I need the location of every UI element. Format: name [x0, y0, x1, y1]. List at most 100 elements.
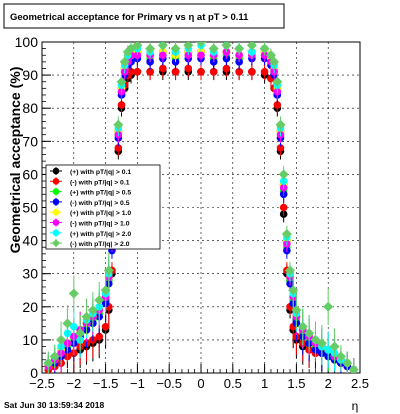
data-point [101, 322, 110, 331]
data-point [133, 67, 142, 76]
x-tick-label: 2.5 [351, 376, 369, 391]
data-point [316, 338, 327, 349]
series-8 [43, 42, 359, 373]
legend-marker [52, 219, 60, 226]
y-tick-label: 70 [22, 133, 38, 149]
data-point [209, 67, 218, 76]
legend-label: (-) with pT/|q| > 0.5 [70, 200, 130, 207]
data-point [62, 318, 73, 329]
legend-label: (+) with pT/|q| > 0.5 [70, 190, 131, 197]
x-tick-label: 0.5 [224, 376, 242, 391]
y-axis-label: Geometrical acceptance (%) [7, 67, 23, 254]
data-point [197, 51, 205, 60]
legend-label: (+) with pT/|q| > 0.1 [70, 169, 131, 176]
data-point [248, 67, 256, 76]
legend-entry: (-) with pT/|q| > 0.5 [50, 197, 130, 207]
data-point [291, 305, 302, 316]
data-point [278, 169, 289, 180]
data-point [196, 42, 206, 47]
data-point [145, 43, 156, 54]
legend-label: (+) with pT/|q| > 1.0 [70, 210, 131, 217]
data-point [114, 144, 123, 152]
data-point [43, 358, 54, 369]
data-point [159, 51, 167, 60]
data-point [159, 64, 167, 73]
legend-label: (+) with pT/|q| > 2.0 [70, 231, 131, 238]
legend: (+) with pT/|q| > 0.1 (-) with pT/|q| > 0… [45, 164, 161, 250]
x-axis-label: η [352, 399, 359, 413]
data-point [75, 328, 86, 339]
data-point [171, 67, 180, 76]
data-point [70, 322, 78, 331]
data-point [184, 64, 193, 73]
legend-entry: (+) with pT/|q| > 2.0 [50, 228, 131, 238]
x-tick-label: −1 [130, 376, 145, 391]
legend-marker [52, 167, 60, 175]
data-point [276, 144, 285, 152]
data-point [273, 101, 282, 109]
legend-entry: (+) with pT/|q| > 0.5 [50, 187, 131, 197]
x-tick-label: 1.5 [287, 376, 305, 391]
data-point [117, 101, 126, 109]
data-point [100, 285, 111, 296]
data-point [259, 43, 270, 54]
y-tick-label: 20 [22, 299, 38, 315]
y-tick-label: 40 [22, 233, 38, 249]
data-point [68, 288, 79, 299]
legend-marker [52, 178, 60, 185]
y-tick-label: 100 [15, 34, 39, 50]
legend-entry: (+) with pT/|q| > 1.0 [50, 208, 131, 217]
legend-entry: (-) with pT/|q| > 2.0 [50, 239, 130, 248]
data-point [234, 43, 245, 54]
data-point [49, 351, 60, 362]
legend-marker [52, 239, 60, 248]
data-point [94, 295, 105, 306]
legend-marker [52, 229, 60, 237]
data-point [197, 67, 205, 76]
legend-marker [52, 198, 60, 206]
data-point [116, 76, 127, 87]
legend-box [45, 164, 161, 250]
data-point [246, 42, 257, 51]
data-point [288, 285, 299, 296]
y-tick-label: 0 [30, 365, 38, 381]
y-tick-label: 80 [22, 100, 38, 116]
data-point [235, 67, 243, 76]
data-point [275, 119, 286, 130]
data-point [285, 265, 296, 276]
data-point [157, 42, 168, 51]
data-point [113, 119, 124, 130]
y-tick-label: 10 [22, 332, 38, 348]
y-tick-label: 30 [22, 266, 38, 282]
legend-label: (-) with pT/|q| > 1.0 [70, 221, 130, 228]
data-point [297, 321, 308, 332]
legend-entry: (-) with pT/|q| > 0.1 [50, 177, 130, 186]
data-point [260, 67, 269, 76]
y-tick-label: 90 [22, 67, 38, 83]
data-point [221, 42, 232, 51]
data-point [127, 67, 135, 76]
data-point [95, 332, 104, 341]
data-point [56, 334, 67, 345]
x-tick-label: 2 [325, 376, 332, 391]
series-layer [43, 42, 359, 373]
data-point [324, 346, 333, 354]
data-point [119, 56, 130, 67]
x-tick-label: −2.5 [29, 376, 55, 391]
data-point [132, 42, 143, 51]
legend-label: (-) with pT/|q| > 0.1 [70, 179, 130, 186]
y-tick-labels: 0 10 20 30 40 50 60 70 80 90 100 [15, 34, 39, 381]
data-point [272, 76, 283, 87]
x-tick-label: −2 [66, 376, 81, 391]
legend-label: (-) with pT/|q| > 2.0 [70, 241, 130, 248]
data-point [103, 265, 114, 276]
data-point [281, 228, 292, 239]
x-tick-labels: −2.5 −2 −1.5 −1 −0.5 0 0.5 1 1.5 2 2.5 [29, 376, 369, 391]
chart-title: Geometrical acceptance for Primary vs η … [10, 12, 249, 23]
x-tick-label: −0.5 [156, 376, 182, 391]
data-point [208, 43, 219, 54]
legend-marker [52, 208, 60, 216]
data-point [348, 364, 359, 373]
